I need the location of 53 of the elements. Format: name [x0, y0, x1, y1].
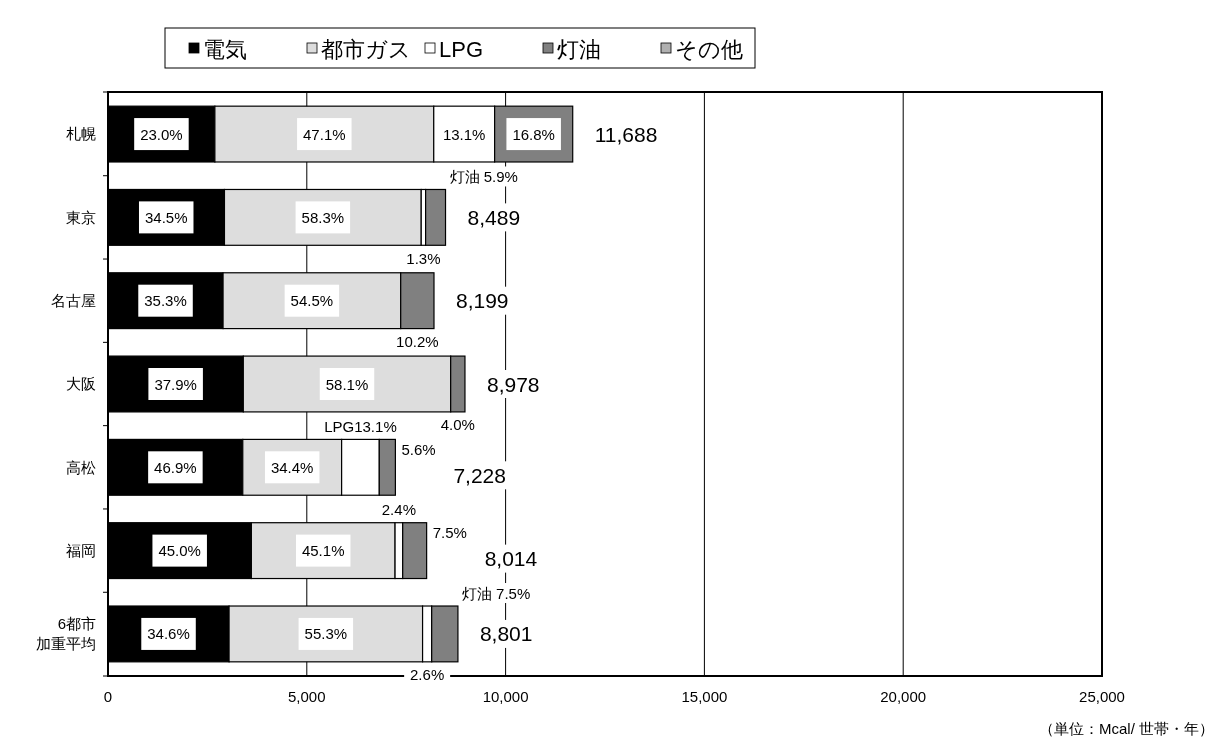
annotation: 34.6% [147, 625, 190, 643]
x-tick-label: 10,000 [482, 688, 529, 705]
annotation: 54.5% [290, 292, 334, 310]
total-label: 11,688 [594, 122, 658, 146]
total-label: 8,014 [484, 547, 538, 571]
annotation: 23.0% [140, 125, 183, 143]
annotation: 灯油 5.9% [449, 167, 518, 185]
annotation: 47.1% [303, 125, 346, 143]
total-label: 8,801 [479, 622, 533, 646]
total-label: 7,228 [453, 463, 506, 487]
legend-label: その他 [675, 36, 743, 62]
y-tick-label: 名古屋 [51, 291, 96, 309]
x-tick-label: 25,000 [1079, 688, 1125, 705]
x-tick-label: 0 [103, 688, 113, 705]
y-tick-label: 高松 [66, 458, 96, 476]
bar [425, 188, 447, 246]
y-tick-label: 大阪 [66, 375, 96, 393]
annotation: 1.3% [406, 249, 441, 267]
annotation: 45.1% [301, 542, 345, 560]
total-label: 8,199 [455, 289, 509, 313]
annotation: 58.1% [325, 375, 369, 393]
x-tick-label: 5,000 [288, 688, 326, 705]
annotation: LPG13.1% [324, 417, 397, 435]
annotation: 58.3% [301, 208, 345, 226]
annotation: 55.3% [304, 625, 348, 643]
annotation: 45.0% [158, 542, 201, 560]
y-tick-label: 東京 [66, 208, 96, 226]
annotation: 7.5% [432, 524, 467, 542]
annotation: 5.6% [401, 440, 436, 458]
legend-label: 灯油 [557, 36, 601, 62]
annotation: 35.3% [144, 292, 187, 310]
x-tick-label: 15,000 [681, 688, 728, 705]
y-tick-label: 札幌 [66, 125, 96, 143]
annotation: 10.2% [396, 333, 439, 351]
y-tick-label: 福岡 [66, 541, 96, 559]
annotation: 34.4% [270, 458, 314, 476]
legend-label: 電気 [203, 36, 247, 62]
legend-label: 都市ガス [321, 36, 411, 62]
legend-label: LPG [439, 36, 484, 62]
x-tick-label: 20,000 [880, 688, 927, 705]
y-tick-label: 6都市加重平均 [36, 615, 96, 653]
total-label: 8,489 [467, 205, 521, 229]
total-label: 8,978 [486, 372, 540, 396]
annotation: 2.4% [381, 501, 416, 519]
annotation: 34.5% [144, 208, 188, 226]
annotation: 灯油 7.5% [461, 584, 531, 602]
annotation: 4.0% [440, 416, 475, 434]
annotation: 16.8% [512, 125, 555, 143]
annotation: 37.9% [154, 375, 197, 393]
annotation: 13.1% [442, 125, 486, 143]
annotation: 46.9% [154, 458, 197, 476]
text: （単位：Mcal/ 世帯・年） [1038, 720, 1214, 737]
annotation: 2.6% [410, 666, 445, 684]
